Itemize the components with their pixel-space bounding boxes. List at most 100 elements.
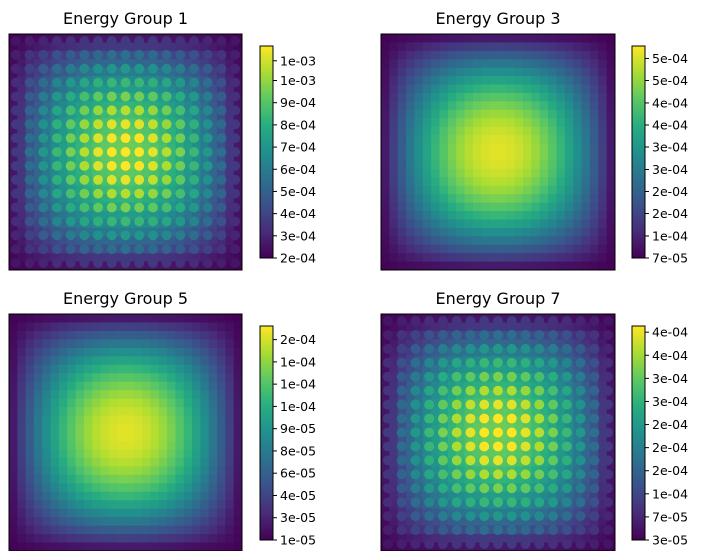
fuel-pin-spot [79, 49, 90, 60]
heatmap-cell [183, 253, 193, 263]
heatmap-cell [183, 93, 193, 103]
heatmap-cell [472, 525, 482, 535]
fuel-pin-spot [382, 343, 393, 354]
heatmap-cell [125, 457, 135, 467]
colorbar-tick-label: 4e-04 [652, 325, 688, 340]
fuel-pin-spot [575, 427, 586, 438]
heatmap-cell [233, 449, 242, 459]
fuel-pin-spot [534, 399, 545, 410]
heatmap-cell [389, 517, 399, 527]
heatmap-cell [472, 424, 482, 434]
heatmap-cell [117, 364, 127, 374]
heatmap-cell [523, 491, 533, 501]
heatmap-cell [225, 474, 235, 484]
colorbar-tick-label: 4e-04 [652, 117, 688, 132]
heatmap-cell [598, 84, 608, 94]
heatmap-cell [464, 517, 474, 527]
heatmap-cell [523, 534, 533, 544]
fuel-pin-spot [175, 216, 186, 227]
colorbar-tick-label: 7e-05 [652, 509, 688, 524]
fuel-pin-spot [506, 357, 517, 368]
heatmap-cell [447, 84, 457, 94]
heatmap-cell [25, 84, 35, 94]
heatmap-cell [225, 76, 235, 86]
heatmap-cell [598, 50, 608, 60]
heatmap-cell [489, 261, 499, 270]
heatmap-cell [183, 407, 193, 417]
fuel-pin-spot [120, 91, 131, 102]
heatmap-cell [456, 202, 466, 212]
fuel-pin-spot [493, 316, 503, 326]
fuel-pin-spot [382, 385, 393, 396]
heatmap-cell [67, 347, 77, 357]
fuel-pin-spot [451, 455, 462, 466]
heatmap-cell [498, 185, 507, 195]
heatmap-cell [389, 143, 399, 153]
heatmap-cell [9, 483, 18, 493]
heatmap-cell [606, 517, 615, 527]
heatmap-cell [117, 42, 127, 52]
heatmap-cell [539, 491, 549, 501]
heatmap-cell [125, 126, 135, 136]
heatmap-cell [381, 135, 390, 145]
heatmap-cell [531, 449, 541, 459]
heatmap-cell [431, 483, 441, 493]
heatmap-cell [200, 466, 210, 476]
heatmap-cell [581, 135, 591, 145]
heatmap-cell [439, 76, 449, 86]
fuel-pin-spot [561, 497, 572, 508]
heatmap-cell [100, 84, 110, 94]
heatmap-cell [397, 202, 407, 212]
heatmap-cell [150, 500, 160, 510]
heatmap-cell [33, 390, 43, 400]
heatmap-cell [498, 314, 507, 324]
fuel-pin-spot [603, 371, 614, 382]
heatmap-cell [539, 236, 549, 246]
heatmap-cell [581, 194, 591, 204]
heatmap-cell [581, 440, 591, 451]
heatmap-cell [556, 508, 566, 518]
heatmap-cell [75, 34, 85, 44]
heatmap-cell [589, 160, 599, 170]
heatmap-cell [581, 126, 591, 136]
heatmap-cell [381, 59, 390, 69]
heatmap-cell [83, 457, 93, 467]
heatmap-cell [564, 474, 574, 484]
heatmap-cell [25, 457, 35, 467]
heatmap-cell [200, 508, 210, 518]
heatmap-cell [514, 542, 524, 551]
fuel-pin-spot [424, 511, 435, 522]
heatmap-cell [117, 236, 127, 246]
heatmap-cell [472, 449, 482, 459]
fuel-pin-spot [561, 525, 572, 536]
fuel-pin-spot [575, 343, 586, 354]
heatmap-cell [531, 339, 541, 349]
heatmap-cell [225, 322, 235, 332]
heatmap-cell [431, 474, 441, 484]
fuel-pin-spot [451, 316, 462, 326]
heatmap-cell [217, 415, 226, 425]
heatmap-cell [397, 474, 407, 484]
heatmap-cell [217, 253, 226, 263]
heatmap-cell [431, 211, 441, 221]
fuel-pin-spot [603, 385, 614, 396]
heatmap-cell [192, 500, 201, 510]
fuel-pin-spot [520, 455, 531, 466]
heatmap-cell [58, 244, 68, 254]
heatmap-cell [564, 517, 574, 527]
heatmap-cell [606, 211, 615, 221]
heatmap-cell [125, 415, 135, 425]
heatmap-cell [489, 93, 499, 103]
heatmap-cell [183, 160, 193, 170]
heatmap-cell [539, 381, 549, 391]
heatmap-cell [67, 373, 77, 383]
fuel-pin-spot [52, 49, 62, 60]
heatmap-cell [142, 525, 152, 535]
heatmap-cell [67, 508, 77, 518]
heatmap-cell [108, 356, 118, 366]
heatmap-cell [548, 34, 558, 44]
heatmap-cell [208, 109, 218, 119]
heatmap-cell [217, 500, 226, 510]
heatmap-cell [548, 67, 558, 77]
heatmap-cell [208, 236, 218, 246]
